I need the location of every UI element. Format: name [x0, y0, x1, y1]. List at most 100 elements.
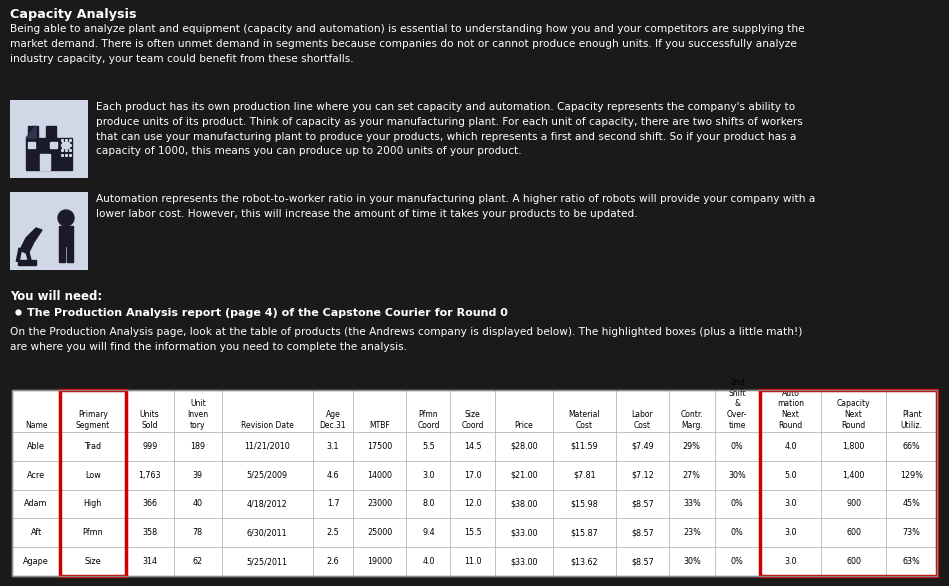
- Text: 30%: 30%: [683, 557, 700, 566]
- Text: 2nd
Shift
&
Over-
time: 2nd Shift & Over- time: [727, 378, 748, 430]
- Text: Material
Cost: Material Cost: [568, 410, 601, 430]
- Text: 12.0: 12.0: [464, 499, 481, 509]
- Text: 33%: 33%: [683, 499, 700, 509]
- Text: 17.0: 17.0: [464, 471, 481, 480]
- Text: 62: 62: [193, 557, 203, 566]
- Text: 5/25/2011: 5/25/2011: [247, 557, 288, 566]
- Text: 366: 366: [142, 499, 158, 509]
- Text: Pfmn
Coord: Pfmn Coord: [418, 410, 439, 430]
- Text: 17500: 17500: [367, 442, 392, 451]
- Text: 40: 40: [193, 499, 203, 509]
- Bar: [62, 142, 69, 148]
- Bar: [50, 142, 57, 148]
- Text: 78: 78: [193, 529, 203, 537]
- Text: 1,800: 1,800: [843, 442, 865, 451]
- Text: Price: Price: [514, 421, 533, 430]
- Text: 29%: 29%: [683, 442, 701, 451]
- Text: Acre: Acre: [27, 471, 45, 480]
- Bar: [59, 246, 65, 262]
- Text: On the Production Analysis page, look at the table of products (the Andrews comp: On the Production Analysis page, look at…: [10, 327, 802, 352]
- Text: $15.87: $15.87: [570, 529, 598, 537]
- Text: $33.00: $33.00: [510, 557, 537, 566]
- Text: High: High: [84, 499, 102, 509]
- Text: Contr.
Marg.: Contr. Marg.: [680, 410, 703, 430]
- Text: $8.57: $8.57: [631, 557, 654, 566]
- Text: 900: 900: [847, 499, 861, 509]
- Text: Low: Low: [85, 471, 101, 480]
- Text: 129%: 129%: [901, 471, 923, 480]
- Text: 15.5: 15.5: [464, 529, 481, 537]
- Text: 999: 999: [142, 442, 158, 451]
- Text: 0%: 0%: [731, 529, 744, 537]
- Text: 73%: 73%: [902, 529, 921, 537]
- Text: $7.12: $7.12: [631, 471, 654, 480]
- Bar: [46, 126, 56, 140]
- FancyBboxPatch shape: [10, 100, 88, 178]
- Text: 3.0: 3.0: [784, 557, 796, 566]
- Text: Pfmn: Pfmn: [83, 529, 103, 537]
- Text: Primary
Segment: Primary Segment: [76, 410, 110, 430]
- Text: 30%: 30%: [729, 471, 746, 480]
- Polygon shape: [26, 126, 36, 138]
- Text: 2.6: 2.6: [326, 557, 340, 566]
- Bar: [67, 246, 73, 262]
- Text: 14.5: 14.5: [464, 442, 481, 451]
- Text: 45%: 45%: [902, 499, 921, 509]
- Text: 3.1: 3.1: [326, 442, 339, 451]
- Text: 5/25/2009: 5/25/2009: [247, 471, 288, 480]
- Circle shape: [58, 210, 74, 226]
- Text: You will need:: You will need:: [10, 290, 102, 303]
- Text: Aft: Aft: [30, 529, 42, 537]
- Text: 1.7: 1.7: [326, 499, 340, 509]
- Bar: [40, 154, 50, 170]
- Text: $8.57: $8.57: [631, 499, 654, 509]
- Text: Agape: Agape: [23, 557, 49, 566]
- Polygon shape: [20, 228, 42, 254]
- Text: 0%: 0%: [731, 557, 744, 566]
- Text: 4.0: 4.0: [784, 442, 796, 451]
- Bar: [59, 226, 73, 246]
- Text: 63%: 63%: [902, 557, 921, 566]
- Text: 358: 358: [142, 529, 158, 537]
- Text: Age
Dec.31: Age Dec.31: [320, 410, 346, 430]
- Text: Unit
Inven
tory: Unit Inven tory: [187, 400, 209, 430]
- Bar: [28, 142, 35, 148]
- Text: $7.49: $7.49: [631, 442, 654, 451]
- Text: The Production Analysis report (page 4) of the Capstone Courier for Round 0: The Production Analysis report (page 4) …: [27, 308, 508, 318]
- Text: Capacity Analysis: Capacity Analysis: [10, 8, 137, 21]
- Bar: [26, 138, 72, 170]
- Text: $21.00: $21.00: [510, 471, 537, 480]
- Text: Auto
mation
Next
Round: Auto mation Next Round: [777, 389, 804, 430]
- Text: 14000: 14000: [367, 471, 392, 480]
- Text: Name: Name: [25, 421, 47, 430]
- FancyBboxPatch shape: [10, 192, 88, 270]
- Text: 27%: 27%: [683, 471, 701, 480]
- Text: 3.0: 3.0: [784, 499, 796, 509]
- Text: 1,400: 1,400: [843, 471, 865, 480]
- Text: 8.0: 8.0: [422, 499, 435, 509]
- Text: 0%: 0%: [731, 499, 744, 509]
- Text: 4.6: 4.6: [326, 471, 339, 480]
- Text: 23%: 23%: [683, 529, 700, 537]
- Text: Labor
Cost: Labor Cost: [632, 410, 654, 430]
- Text: Each product has its own production line where you can set capacity and automati: Each product has its own production line…: [96, 102, 803, 156]
- Text: $38.00: $38.00: [510, 499, 537, 509]
- Text: Revision Date: Revision Date: [241, 421, 293, 430]
- Text: 0%: 0%: [731, 442, 744, 451]
- Text: 9.4: 9.4: [422, 529, 435, 537]
- Text: Plant
Utiliz.: Plant Utiliz.: [901, 410, 922, 430]
- FancyBboxPatch shape: [12, 390, 937, 576]
- Text: 25000: 25000: [367, 529, 392, 537]
- Text: 4/18/2012: 4/18/2012: [247, 499, 288, 509]
- Text: $8.57: $8.57: [631, 529, 654, 537]
- Text: 2.5: 2.5: [326, 529, 340, 537]
- Text: Able: Able: [28, 442, 45, 451]
- Text: 3.0: 3.0: [422, 471, 435, 480]
- Text: 19000: 19000: [367, 557, 392, 566]
- Text: 39: 39: [193, 471, 203, 480]
- Text: Capacity
Next
Round: Capacity Next Round: [837, 400, 870, 430]
- Text: 600: 600: [847, 529, 861, 537]
- Text: 3.0: 3.0: [784, 529, 796, 537]
- Text: $28.00: $28.00: [510, 442, 537, 451]
- Text: $11.59: $11.59: [570, 442, 598, 451]
